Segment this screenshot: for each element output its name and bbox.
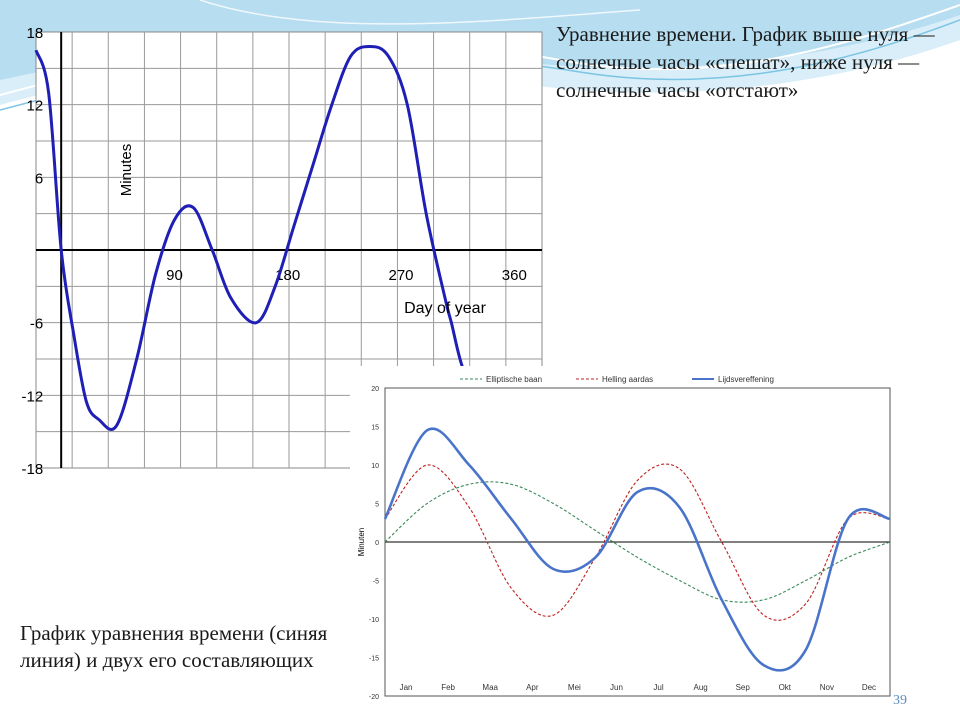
x-tick-label: Maa	[482, 683, 498, 692]
caption-top: Уравнение времени. График выше нуля — со…	[556, 22, 935, 102]
x-tick-label: Mei	[568, 683, 581, 692]
x-tick-label: 270	[389, 267, 414, 284]
y-axis-label: Minutes	[118, 144, 135, 197]
series-line	[384, 463, 891, 621]
equation-of-time-line	[34, 44, 535, 431]
y-tick-label: -10	[369, 617, 379, 624]
y-tick-label: 0	[375, 540, 379, 547]
y-tick-labels: 20 15 10 5 0 -5 -10 -15 -20	[369, 386, 379, 701]
x-tick-label: Okt	[779, 683, 792, 692]
y-tick-label: -12	[21, 388, 43, 405]
x-tick-label: Jul	[653, 683, 663, 692]
y-tick-label: -6	[30, 316, 43, 333]
y-tick-label: 5	[375, 502, 379, 509]
slide-number: 39	[893, 693, 907, 708]
x-tick-label: Aug	[694, 683, 708, 692]
x-tick-label: 90	[166, 267, 183, 284]
x-tick-label: Jun	[610, 683, 623, 692]
y-tick-labels: 18 12 6 -6 -12 -18	[21, 25, 43, 478]
series-line	[383, 427, 891, 672]
x-tick-label: 360	[502, 267, 527, 284]
y-tick-label: 12	[26, 98, 43, 115]
y-tick-label: -18	[21, 461, 43, 478]
series-lines	[383, 427, 891, 672]
caption-bottom: График уравнения времени (синяя линия) и…	[20, 621, 328, 672]
y-tick-label: -15	[369, 656, 379, 663]
legend-label: Lijdsvereffening	[718, 375, 774, 384]
y-tick-label: 15	[371, 425, 379, 432]
x-tick-label: Nov	[820, 683, 834, 692]
y-tick-label: 18	[26, 25, 43, 42]
x-axis-label: Day of year	[404, 300, 486, 317]
y-tick-label: -20	[369, 694, 379, 701]
wave-line-3	[199, 0, 641, 25]
y-tick-label: 20	[371, 386, 379, 393]
y-tick-label: 6	[35, 170, 43, 187]
x-tick-label: Jan	[400, 683, 413, 692]
chart-legend: Elliptische baan Helling aardas Lijdsveref…	[460, 375, 774, 384]
x-tick-label: Sep	[736, 683, 751, 692]
x-tick-labels: Jan Feb Maa Apr Mei Jun Jul Aug Sep Okt Nov Dec	[400, 683, 876, 692]
legend-label: Helling aardas	[602, 375, 653, 384]
y-tick-label: -5	[373, 579, 379, 586]
y-axis-label: Minuten	[357, 528, 366, 556]
series-line	[384, 481, 891, 603]
components-chart: Elliptische baan Helling aardas Lijdsveref…	[350, 366, 895, 706]
x-tick-label: Feb	[441, 683, 455, 692]
legend-label: Elliptische baan	[486, 375, 542, 384]
y-tick-label: 10	[371, 463, 379, 470]
x-tick-label: Apr	[526, 683, 539, 692]
x-tick-label: Dec	[862, 683, 876, 692]
